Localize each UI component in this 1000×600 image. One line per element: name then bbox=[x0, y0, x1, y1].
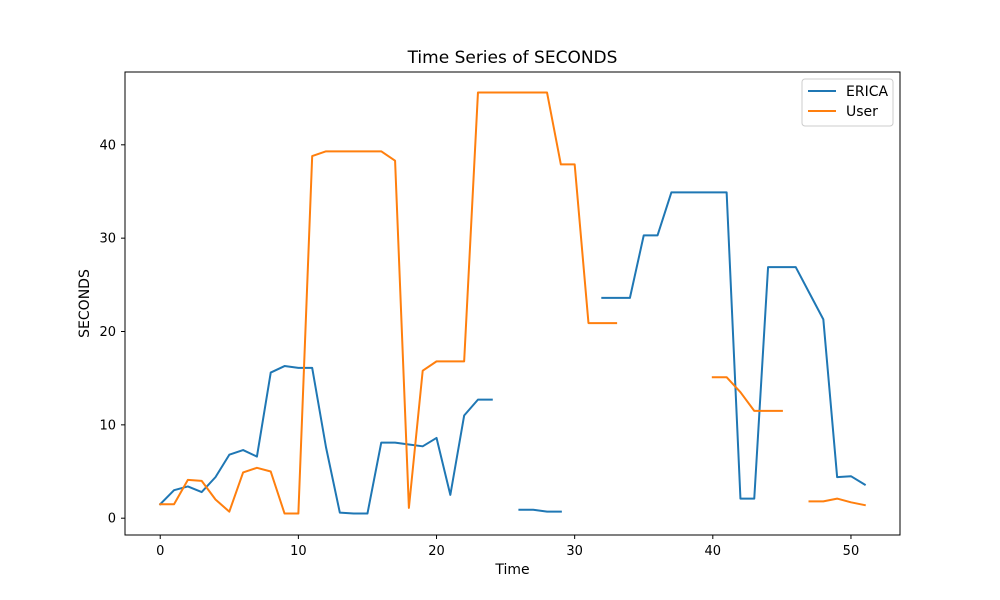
x-tick-label: 30 bbox=[566, 544, 583, 559]
y-tick-label: 40 bbox=[99, 138, 116, 153]
x-tick-label: 40 bbox=[705, 544, 722, 559]
legend-label-user: User bbox=[846, 104, 878, 120]
series-erica-line-segment-2 bbox=[601, 191, 867, 500]
x-tick-label: 10 bbox=[290, 544, 307, 559]
series-user-line-segment-1 bbox=[711, 376, 783, 412]
y-tick-label: 20 bbox=[99, 325, 116, 340]
x-axis-title: Time bbox=[494, 562, 529, 578]
series-erica-line-segment-1 bbox=[518, 508, 562, 513]
y-tick-label: 30 bbox=[99, 232, 116, 247]
series-layer bbox=[158, 91, 867, 515]
series-erica bbox=[158, 191, 867, 515]
legend: ERICA User bbox=[801, 78, 894, 127]
y-axis-title: SECONDS bbox=[77, 269, 93, 338]
series-user bbox=[159, 91, 866, 515]
legend-label-erica: ERICA bbox=[846, 84, 888, 100]
axes-frame bbox=[124, 71, 901, 536]
series-user-line-segment-0 bbox=[159, 91, 618, 515]
y-axis-ticks: 0 10 20 30 40 bbox=[99, 138, 125, 527]
series-user-line-segment-2 bbox=[808, 497, 866, 507]
x-tick-label: 20 bbox=[428, 544, 445, 559]
x-tick-label: 50 bbox=[843, 544, 860, 559]
plot-area: 0 10 20 30 40 50 0 10 20 30 40 bbox=[99, 71, 901, 559]
chart-title: Time Series of SECONDS bbox=[407, 48, 618, 68]
series-erica-line-segment-0 bbox=[158, 365, 493, 515]
x-axis-ticks: 0 10 20 30 40 50 bbox=[156, 535, 859, 559]
legend-entries: ERICA User bbox=[808, 84, 888, 120]
x-tick-label: 0 bbox=[156, 544, 164, 559]
y-tick-label: 10 bbox=[99, 418, 116, 433]
y-tick-label: 0 bbox=[108, 512, 116, 527]
